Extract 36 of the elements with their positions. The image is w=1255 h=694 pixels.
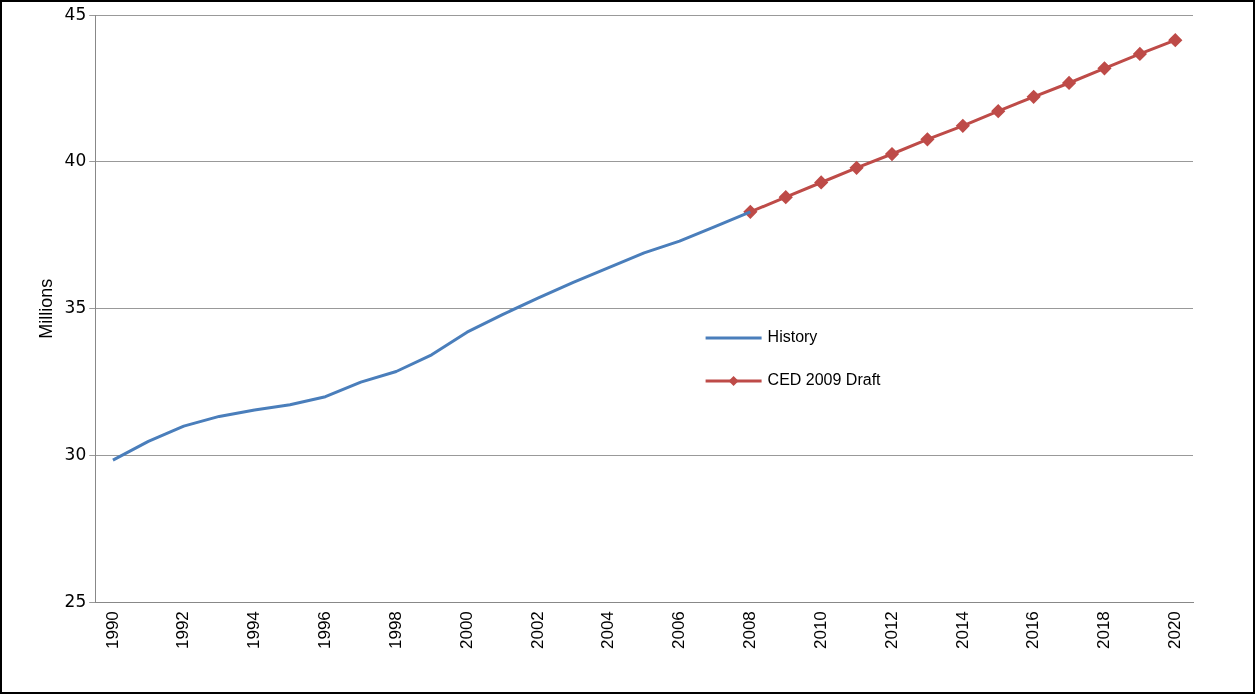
legend-label: CED 2009 Draft [767,371,882,389]
point [885,147,899,161]
x-tick-label: 1996 [315,611,335,650]
x-tick-label: 1990 [102,611,122,650]
y-tick-label: 25 [64,590,87,611]
point [956,119,970,133]
x-tick-label: 2006 [669,611,689,650]
x-tick-label: 2008 [740,611,760,650]
x-tick-label: 1998 [385,611,405,650]
point [1133,47,1147,61]
x-tick-label: 2012 [881,611,901,650]
x-tick-label: 1994 [244,611,264,650]
y-tick-label: 30 [64,443,87,464]
x-tick-label: 2018 [1094,611,1114,650]
legend-label: History [767,328,818,346]
y-tick-label: 35 [64,297,87,318]
x-tick-label: 2000 [456,611,476,650]
y-tick-label: 45 [64,3,87,24]
x-tick-label: 2020 [1164,611,1184,650]
x-tick-label: 2014 [952,611,972,650]
point [850,161,864,175]
point [814,175,828,189]
point [1097,61,1111,75]
x-tick-label: 2016 [1023,611,1043,650]
x-tick-label: 2002 [527,611,547,650]
point [1062,76,1076,90]
x-tick-label: 1992 [173,611,193,650]
point [779,190,793,204]
point [920,132,934,146]
x-tick-label: 2004 [598,611,618,650]
y-axis-title: Millions [35,278,56,339]
point [991,104,1005,118]
point [1027,90,1041,104]
y-tick-label: 40 [64,150,87,171]
point [1168,33,1182,47]
x-tick-label: 2010 [810,611,830,650]
